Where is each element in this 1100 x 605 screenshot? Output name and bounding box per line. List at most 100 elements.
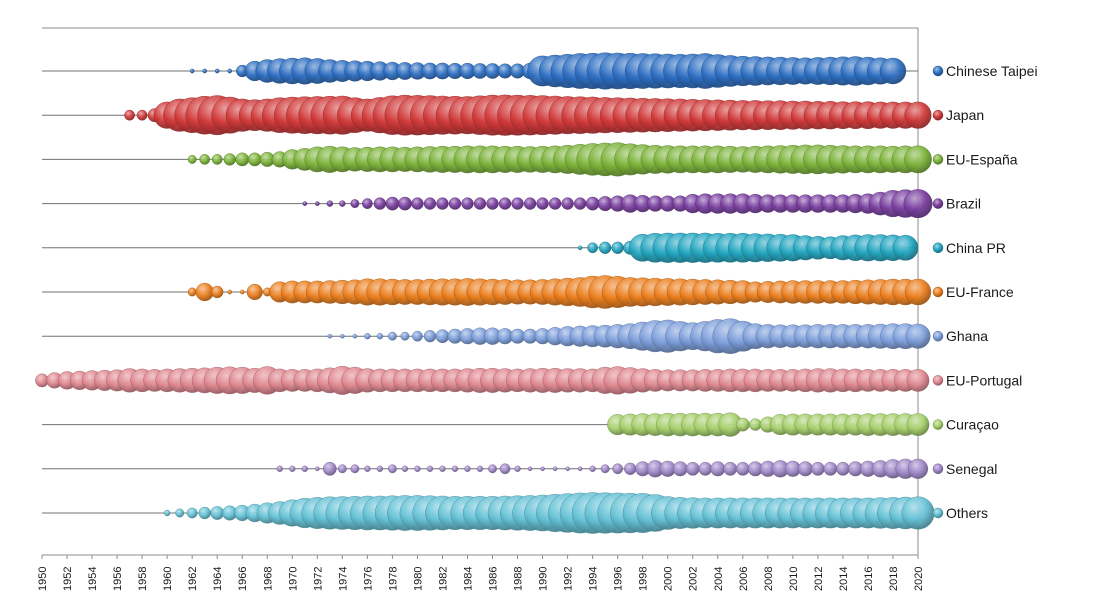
series-brazil (302, 189, 933, 219)
bubble (906, 413, 930, 436)
series-chinese-taipei (189, 52, 907, 90)
legend-label: Curaçao (946, 417, 999, 433)
legend-entry: EU-Portugal (932, 372, 1022, 388)
legend-marker (932, 463, 944, 475)
x-tick-label: 1966 (237, 567, 249, 591)
bubble (600, 464, 610, 474)
bubble (387, 331, 397, 341)
bubble (211, 285, 224, 299)
series-others (163, 492, 935, 534)
bubble (904, 278, 932, 306)
bubble (289, 465, 296, 472)
bubble (350, 199, 360, 209)
bubble (797, 461, 813, 477)
bubble (412, 330, 423, 342)
legend-marker (932, 242, 944, 254)
bubble (548, 197, 562, 210)
bubble (385, 196, 400, 211)
bubble (451, 465, 459, 472)
bubble (735, 461, 750, 476)
legend-label: Senegal (946, 461, 997, 477)
bubble (599, 241, 612, 254)
bubble (511, 197, 524, 210)
bubble (823, 461, 838, 476)
bubble (426, 465, 434, 472)
bubble (373, 197, 387, 210)
legend-label: EU-France (946, 284, 1014, 300)
bubble (376, 465, 384, 472)
x-tick-label: 1954 (87, 567, 99, 591)
legend-entry: Brazil (932, 196, 981, 212)
bubble (499, 463, 511, 475)
bubble (175, 508, 185, 518)
bubble (400, 331, 410, 341)
bubble (464, 465, 471, 472)
legend-marker (932, 198, 944, 209)
bubble (376, 333, 384, 340)
bubble (892, 234, 919, 261)
bubble (573, 197, 587, 210)
x-tick-label: 1988 (513, 567, 525, 591)
bubble (624, 462, 637, 475)
bubble (905, 323, 931, 349)
bubble (246, 283, 263, 301)
bubble (315, 466, 320, 472)
legend-entry: Others (932, 505, 988, 521)
bubble (904, 145, 932, 174)
legend-marker (932, 507, 944, 519)
x-tick-label: 1964 (212, 567, 224, 591)
bubble (577, 245, 583, 251)
bubble (435, 329, 450, 344)
bubble (337, 464, 347, 474)
bubble (448, 197, 462, 210)
bubble (901, 496, 935, 530)
x-tick-label: 1976 (362, 567, 374, 591)
bubble (523, 197, 537, 210)
bubble (198, 506, 211, 520)
x-tick-label: 2012 (813, 567, 825, 591)
bubble (214, 68, 220, 74)
bubble (698, 461, 713, 476)
bubble (414, 465, 421, 472)
legend-label: Others (946, 505, 988, 521)
bubble (223, 153, 236, 166)
bubble (364, 333, 371, 340)
bubble (195, 282, 214, 302)
bubble (235, 152, 250, 167)
bubble (189, 68, 195, 74)
bubble (436, 197, 449, 210)
bubble (589, 465, 596, 472)
bubble (552, 466, 558, 472)
legend-label: EU-España (946, 151, 1018, 167)
bubble (401, 465, 409, 472)
x-tick-label: 1974 (337, 567, 349, 591)
bubble (461, 197, 474, 210)
bubble (587, 242, 598, 254)
bubble (339, 200, 346, 207)
legend-marker (932, 419, 944, 430)
bubble (398, 196, 412, 211)
x-tick-label: 1972 (312, 567, 324, 591)
bubble (302, 201, 308, 206)
legend-entry: EU-France (932, 284, 1014, 300)
legend-entry: Curaçao (932, 417, 999, 433)
bubble (350, 464, 360, 474)
x-tick-label: 2014 (838, 567, 850, 591)
legend-entry: EU-España (932, 151, 1018, 167)
legend-marker (932, 154, 944, 165)
bubble (387, 464, 397, 474)
x-tick-label: 1958 (137, 567, 149, 591)
bubble (577, 466, 583, 472)
bubble (906, 369, 930, 392)
x-tick-label: 1998 (638, 567, 650, 591)
x-tick-label: 1970 (287, 567, 299, 591)
bubble-layer (35, 52, 935, 534)
legend-entry: China PR (932, 240, 1006, 256)
x-tick-label: 1952 (62, 567, 74, 591)
bubble (239, 289, 245, 295)
bubble (498, 197, 512, 210)
x-tick-label: 2010 (788, 567, 800, 591)
bubble (326, 200, 333, 207)
bubble (685, 461, 700, 476)
